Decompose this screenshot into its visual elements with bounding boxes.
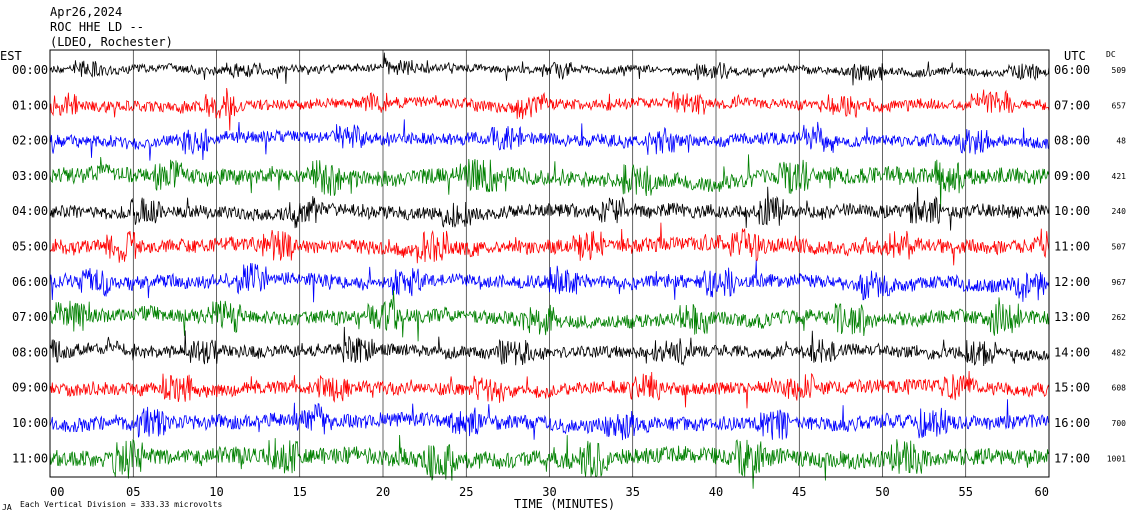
x-tick-label: 60 — [1035, 485, 1049, 499]
dc-offset-value: 482 — [1112, 348, 1127, 357]
x-tick-label: 30 — [542, 485, 556, 499]
est-hour-label: 10:00 — [12, 416, 48, 430]
x-tick-label: 05 — [126, 485, 140, 499]
corner-mark: JA — [2, 503, 12, 512]
x-tick-label: 55 — [959, 485, 973, 499]
hour-labels: 00:00 06:00 509 01:00 07:00 657 02:00 08:00 48 03… — [12, 63, 1126, 465]
dc-offset-value: 608 — [1112, 384, 1127, 393]
est-hour-label: 05:00 — [12, 240, 48, 254]
dc-offset-value: 262 — [1112, 313, 1127, 322]
x-tick-label: 25 — [459, 485, 473, 499]
est-hour-label: 00:00 — [12, 63, 48, 77]
est-hour-label: 02:00 — [12, 134, 48, 148]
utc-hour-label: 11:00 — [1054, 240, 1090, 254]
x-tick-label: 35 — [626, 485, 640, 499]
x-tick-label: 15 — [293, 485, 307, 499]
utc-hour-label: 12:00 — [1054, 275, 1090, 289]
left-axis-label: EST — [0, 49, 22, 63]
est-hour-label: 08:00 — [12, 345, 48, 359]
x-tick-labels: 00 05 10 15 20 25 30 35 40 45 50 55 60 — [50, 485, 1049, 499]
est-hour-label: 09:00 — [12, 381, 48, 395]
x-tick-label: 50 — [875, 485, 889, 499]
utc-hour-label: 15:00 — [1054, 381, 1090, 395]
utc-hour-label: 09:00 — [1054, 169, 1090, 183]
trace-row-0400 — [49, 186, 1050, 231]
x-tick-label: 00 — [50, 485, 64, 499]
scale-note: Each Vertical Division = 333.33 microvol… — [20, 500, 222, 509]
x-tick-label: 20 — [376, 485, 390, 499]
network-name: (LDEO, Rochester) — [50, 35, 173, 49]
grid-lines — [49, 50, 1050, 477]
record-date: Apr26,2024 — [50, 5, 122, 19]
x-axis-label: TIME (MINUTES) — [514, 497, 615, 511]
trace-row-0700 — [49, 289, 1050, 342]
trace-row-1000 — [49, 399, 1050, 441]
right-axis-label: UTC — [1064, 49, 1086, 63]
x-tick-label: 10 — [209, 485, 223, 499]
trace-row-0200 — [49, 119, 1050, 161]
est-hour-label: 11:00 — [12, 451, 48, 465]
est-hour-label: 06:00 — [12, 275, 48, 289]
dc-offset-value: 657 — [1112, 101, 1127, 110]
utc-hour-label: 07:00 — [1054, 98, 1090, 112]
trace-row-0900 — [49, 370, 1050, 409]
utc-hour-label: 08:00 — [1054, 134, 1090, 148]
x-tick-label: 40 — [709, 485, 723, 499]
x-tick-label: 45 — [792, 485, 806, 499]
dc-offset-value: 48 — [1116, 137, 1126, 146]
trace-row-0300 — [49, 154, 1050, 210]
trace-row-0100 — [49, 87, 1050, 131]
trace-row-0000 — [49, 52, 1050, 86]
dc-offset-value: 700 — [1112, 419, 1127, 428]
dc-offset-value: 967 — [1112, 278, 1127, 287]
est-hour-label: 01:00 — [12, 98, 48, 112]
plot-frame — [49, 49, 1050, 478]
est-hour-label: 04:00 — [12, 204, 48, 218]
trace-row-0500 — [49, 222, 1050, 266]
est-hour-label: 07:00 — [12, 310, 48, 324]
dc-offset-value: 240 — [1112, 207, 1127, 216]
dc-header: DC — [1106, 50, 1116, 59]
utc-hour-label: 06:00 — [1054, 63, 1090, 77]
dc-offset-value: 421 — [1112, 172, 1127, 181]
station-code: ROC HHE LD -- — [50, 20, 144, 34]
utc-hour-label: 17:00 — [1054, 451, 1090, 465]
dc-offset-value: 1001 — [1107, 454, 1126, 463]
utc-hour-label: 16:00 — [1054, 416, 1090, 430]
trace-row-1100 — [49, 434, 1050, 489]
dc-offset-value: 509 — [1112, 66, 1127, 75]
seismic-traces — [49, 52, 1050, 489]
est-hour-label: 03:00 — [12, 169, 48, 183]
trace-row-0600 — [49, 260, 1050, 303]
utc-hour-label: 13:00 — [1054, 310, 1090, 324]
utc-hour-label: 14:00 — [1054, 345, 1090, 359]
dc-offset-value: 507 — [1112, 243, 1127, 252]
utc-hour-label: 10:00 — [1054, 204, 1090, 218]
trace-row-0800 — [49, 326, 1050, 367]
